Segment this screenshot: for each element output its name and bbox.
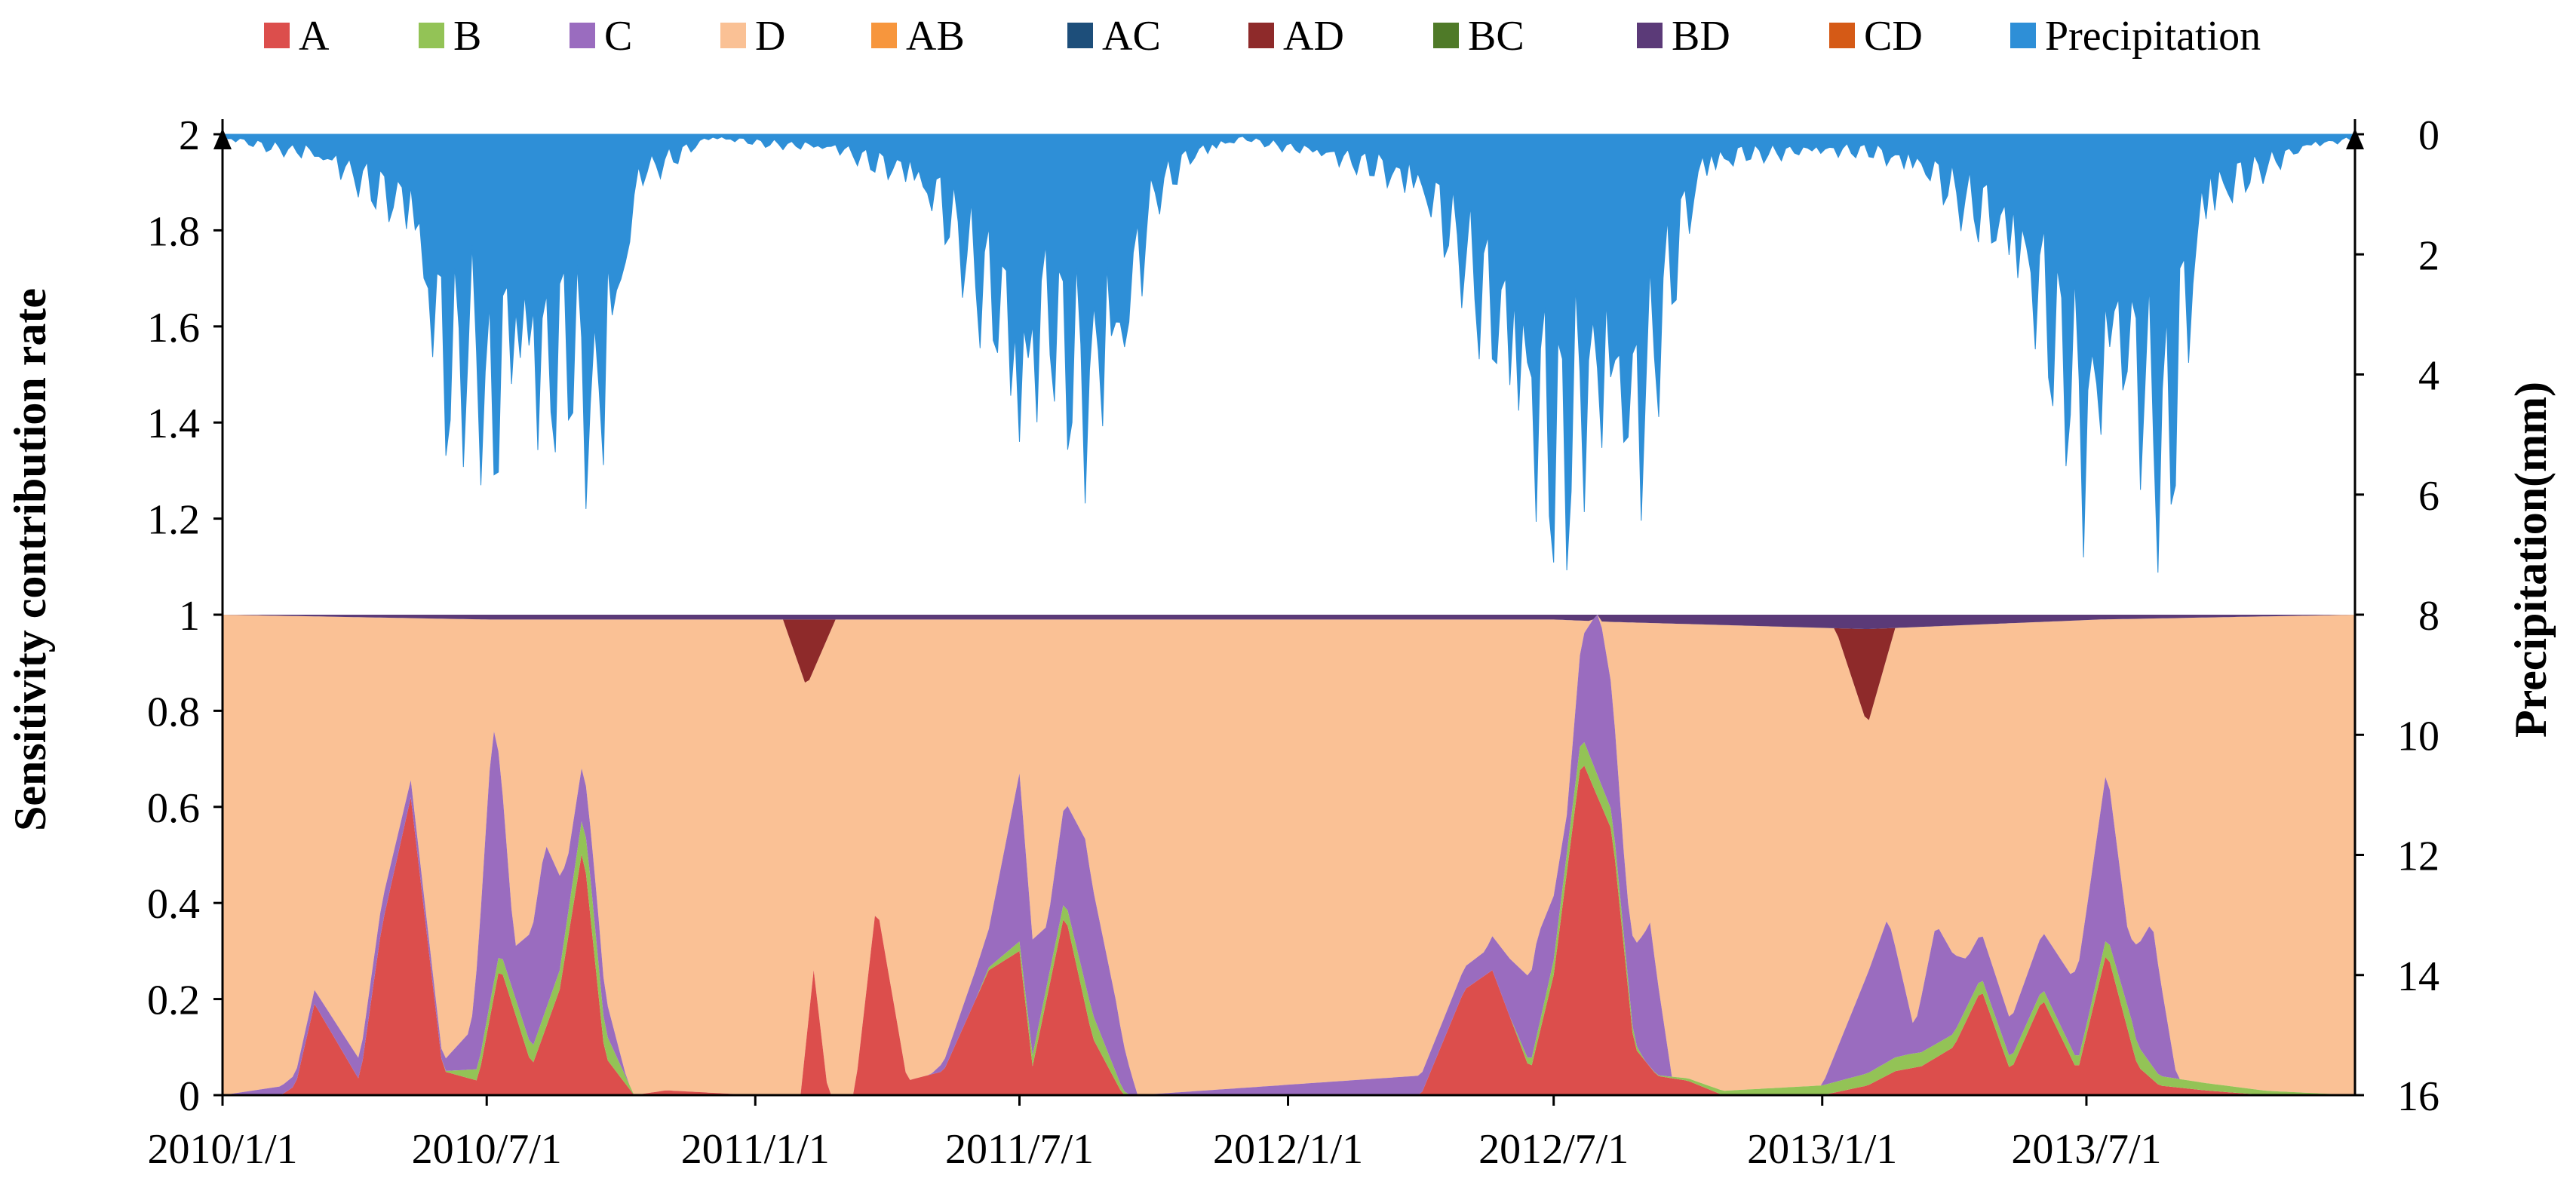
y-tick-label: 0 xyxy=(179,1073,200,1120)
area-series-c xyxy=(223,615,2355,1095)
y2-tick-label: 16 xyxy=(2397,1073,2439,1120)
y-tick-label: 0.2 xyxy=(147,977,200,1024)
x-tick-label: 2012/1/1 xyxy=(1213,1126,1363,1173)
area-series-a xyxy=(223,766,2355,1095)
y-tick-label: 0.6 xyxy=(147,785,200,832)
area-series-b xyxy=(223,742,2355,1095)
legend-label-ab: AB xyxy=(906,13,965,60)
legend-label-ad: AD xyxy=(1283,13,1344,60)
legend-label-cd: CD xyxy=(1864,13,1923,60)
legend-swatch-ac xyxy=(1067,23,1093,48)
legend-label-bc: BC xyxy=(1468,13,1524,60)
legend-swatch-bd xyxy=(1637,23,1663,48)
legend-swatch-d xyxy=(720,23,746,48)
legend-swatch-ab xyxy=(871,23,897,48)
legend-swatch-cd xyxy=(1829,23,1855,48)
y2-tick-label: 6 xyxy=(2418,473,2439,520)
y-axis-label: Sensitivity contribution rate xyxy=(5,288,55,831)
y2-tick-label: 10 xyxy=(2397,713,2439,760)
y-axis-arrow xyxy=(213,128,232,149)
y-tick-label: 0.4 xyxy=(147,881,200,928)
y-tick-label: 1.8 xyxy=(147,208,200,255)
y2-tick-label: 8 xyxy=(2418,593,2439,640)
legend-label-ac: AC xyxy=(1102,13,1161,60)
x-tick-label: 2013/1/1 xyxy=(1747,1126,1897,1173)
x-tick-label: 2011/7/1 xyxy=(945,1126,1094,1173)
y2-tick-label: 4 xyxy=(2418,353,2439,400)
x-tick-label: 2013/7/1 xyxy=(2011,1126,2161,1173)
x-tick-label: 2010/7/1 xyxy=(412,1126,562,1173)
legend-swatch-precipitation xyxy=(2010,23,2036,48)
legend-swatch-a xyxy=(264,23,290,48)
area-series-bd xyxy=(223,615,2355,629)
y-tick-label: 0.8 xyxy=(147,689,200,735)
legend-swatch-c xyxy=(570,23,595,48)
y2-tick-label: 2 xyxy=(2418,232,2439,279)
legend-label-b: B xyxy=(453,13,481,60)
y-tick-label: 1.4 xyxy=(147,400,200,447)
x-tick-label: 2011/1/1 xyxy=(681,1126,830,1173)
legend-label-a: A xyxy=(299,13,330,60)
legend: A B C D AB AC AD BC BD CD Precipitation xyxy=(264,13,2261,60)
area-series-precipitation xyxy=(222,133,2356,573)
y-tick-label: 1.2 xyxy=(147,497,200,544)
legend-label-bd: BD xyxy=(1672,13,1730,60)
y2-axis-label: Precipitation(mm) xyxy=(2506,382,2556,738)
y2-axis-arrow xyxy=(2346,128,2364,149)
y2-tick-label: 12 xyxy=(2397,833,2439,880)
legend-label-precipitation: Precipitation xyxy=(2045,13,2261,60)
legend-swatch-bc xyxy=(1433,23,1459,48)
y-tick-label: 1.6 xyxy=(147,305,200,351)
legend-swatch-ad xyxy=(1248,23,1274,48)
legend-swatch-b xyxy=(419,23,444,48)
legend-label-d: D xyxy=(755,13,785,60)
y2-tick-label: 14 xyxy=(2397,953,2439,1000)
y2-tick-label: 0 xyxy=(2418,112,2439,159)
x-tick-label: 2012/7/1 xyxy=(1478,1126,1629,1173)
plot-areas xyxy=(222,133,2356,1095)
axes: 00.20.40.60.811.21.41.61.821614121086420… xyxy=(147,112,2439,1173)
x-tick-label: 2010/1/1 xyxy=(147,1126,297,1173)
y-tick-label: 2 xyxy=(179,112,200,159)
y-tick-label: 1 xyxy=(179,593,200,640)
legend-label-c: C xyxy=(604,13,632,60)
area-series-d xyxy=(223,615,2355,1095)
